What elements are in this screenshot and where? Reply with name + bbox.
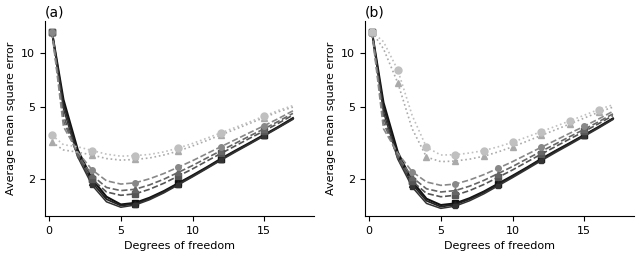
Y-axis label: Average mean square error: Average mean square error [6,42,15,195]
Text: (b): (b) [365,6,385,20]
Y-axis label: Average mean square error: Average mean square error [326,42,335,195]
X-axis label: Degrees of freedom: Degrees of freedom [444,241,555,251]
X-axis label: Degrees of freedom: Degrees of freedom [124,241,235,251]
Text: (a): (a) [45,6,65,20]
